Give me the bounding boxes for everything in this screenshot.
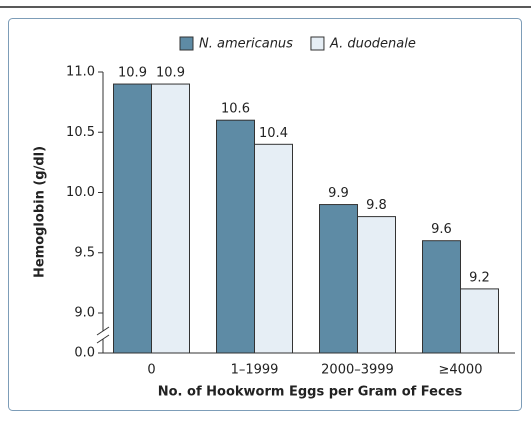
x-tick-label: 0: [147, 363, 155, 378]
bar: [113, 83, 152, 354]
bar: [460, 288, 499, 354]
bar: [216, 119, 255, 354]
y-tick-label: 10.5: [66, 125, 95, 140]
x-tick-label: 1–1999: [231, 363, 279, 378]
bar: [254, 143, 293, 354]
axis-break: [96, 326, 110, 336]
bar: [151, 83, 190, 354]
y-tick-label: 9.0: [74, 306, 95, 321]
axis-break: [96, 334, 110, 344]
value-label: 10.4: [259, 126, 288, 141]
y-axis-title: Hemoglobin (g/dl): [33, 146, 48, 278]
bar: [357, 216, 396, 354]
x-axis-title: No. of Hookworm Eggs per Gram of Feces: [158, 385, 463, 400]
legend-swatch: [179, 36, 194, 51]
bar: [422, 240, 461, 354]
value-label: 9.9: [328, 186, 349, 201]
x-tick-label: 2000–3999: [321, 363, 394, 378]
legend-label: N. americanus: [199, 37, 293, 52]
x-tick-label: ≥4000: [439, 363, 483, 378]
legend-label: A. duodenale: [329, 37, 416, 52]
value-label: 10.9: [118, 66, 147, 81]
y-tick-label: 10.0: [66, 185, 95, 200]
value-label: 9.2: [469, 270, 490, 285]
y-tick-label: 11.0: [66, 65, 95, 80]
value-label: 9.8: [366, 198, 387, 213]
legend-swatch: [310, 36, 325, 51]
value-label: 10.9: [156, 66, 185, 81]
y-tick-label: 9.5: [74, 245, 95, 260]
value-label: 9.6: [431, 222, 452, 237]
value-label: 10.6: [221, 102, 250, 117]
bar: [319, 204, 358, 354]
y-tick-label: 0.0: [74, 346, 95, 361]
